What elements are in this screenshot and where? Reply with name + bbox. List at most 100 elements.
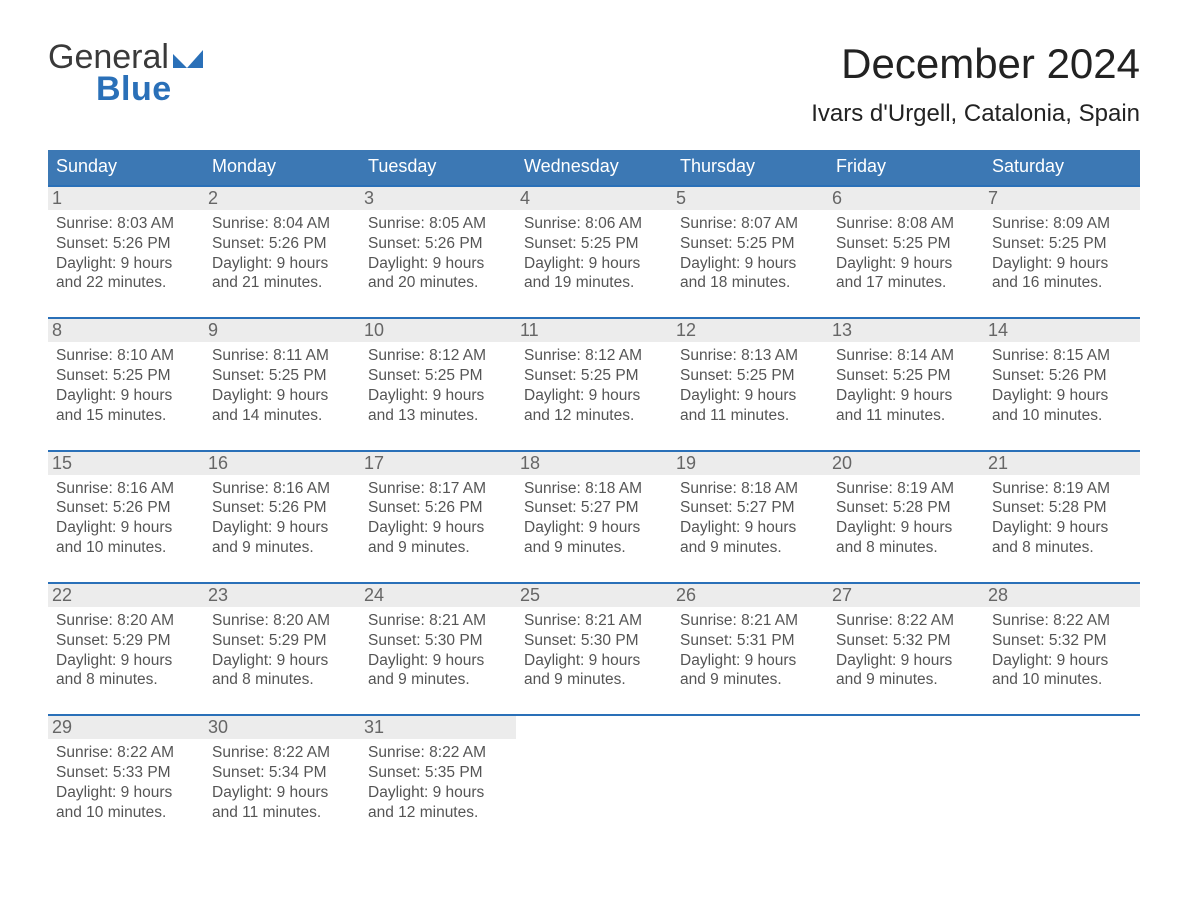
day-number: 20 (828, 452, 984, 475)
sunrise-line: Sunrise: 8:21 AM (680, 611, 822, 631)
day-details: Sunrise: 8:07 AMSunset: 5:25 PMDaylight:… (676, 214, 824, 293)
day-details: Sunrise: 8:22 AMSunset: 5:34 PMDaylight:… (208, 743, 356, 822)
day-details: Sunrise: 8:16 AMSunset: 5:26 PMDaylight:… (52, 479, 200, 558)
day-details: Sunrise: 8:05 AMSunset: 5:26 PMDaylight:… (364, 214, 512, 293)
sunrise-line: Sunrise: 8:15 AM (992, 346, 1134, 366)
sunrise-line: Sunrise: 8:22 AM (836, 611, 978, 631)
calendar-day: 25Sunrise: 8:21 AMSunset: 5:30 PMDayligh… (516, 584, 672, 690)
day-details: Sunrise: 8:14 AMSunset: 5:25 PMDaylight:… (832, 346, 980, 425)
day-details: Sunrise: 8:21 AMSunset: 5:30 PMDaylight:… (364, 611, 512, 690)
sunset-line: Sunset: 5:28 PM (992, 498, 1134, 518)
daylight-line: Daylight: 9 hours and 22 minutes. (56, 254, 198, 294)
day-number: 21 (984, 452, 1140, 475)
day-number: 9 (204, 319, 360, 342)
calendar-day: 29Sunrise: 8:22 AMSunset: 5:33 PMDayligh… (48, 716, 204, 822)
sunset-line: Sunset: 5:25 PM (524, 366, 666, 386)
sunset-line: Sunset: 5:26 PM (368, 498, 510, 518)
daylight-line: Daylight: 9 hours and 8 minutes. (212, 651, 354, 691)
daylight-line: Daylight: 9 hours and 12 minutes. (368, 783, 510, 823)
daylight-line: Daylight: 9 hours and 10 minutes. (56, 783, 198, 823)
calendar: Sunday Monday Tuesday Wednesday Thursday… (48, 150, 1140, 823)
day-number: 11 (516, 319, 672, 342)
sunset-line: Sunset: 5:25 PM (212, 366, 354, 386)
day-number: 31 (360, 716, 516, 739)
sunset-line: Sunset: 5:25 PM (836, 234, 978, 254)
day-number: 3 (360, 187, 516, 210)
calendar-day: 8Sunrise: 8:10 AMSunset: 5:25 PMDaylight… (48, 319, 204, 425)
day-number: 27 (828, 584, 984, 607)
day-number: 16 (204, 452, 360, 475)
title-block: December 2024 Ivars d'Urgell, Catalonia,… (811, 40, 1140, 128)
calendar-day: 11 Sunrise: 8:12 AMSunset: 5:25 PMDayligh… (516, 319, 672, 425)
daylight-line: Daylight: 9 hours and 13 minutes. (368, 386, 510, 426)
dow-monday: Monday (204, 150, 360, 185)
day-details: Sunrise: 8:22 AMSunset: 5:32 PMDaylight:… (988, 611, 1136, 690)
day-details: Sunrise: 8:17 AMSunset: 5:26 PMDaylight:… (364, 479, 512, 558)
daylight-line: Daylight: 9 hours and 10 minutes. (992, 386, 1134, 426)
daylight-line: Daylight: 9 hours and 10 minutes. (992, 651, 1134, 691)
day-number: 25 (516, 584, 672, 607)
calendar-day: 28 Sunrise: 8:22 AMSunset: 5:32 PMDayligh… (984, 584, 1140, 690)
sunset-line: Sunset: 5:26 PM (212, 498, 354, 518)
page: General Blue December 2024 Ivars d'Urgel… (0, 0, 1188, 863)
day-number: 18 (516, 452, 672, 475)
sunrise-line: Sunrise: 8:06 AM (524, 214, 666, 234)
daylight-line: Daylight: 9 hours and 8 minutes. (836, 518, 978, 558)
sunrise-line: Sunrise: 8:22 AM (212, 743, 354, 763)
calendar-week: 15Sunrise: 8:16 AMSunset: 5:26 PMDayligh… (48, 450, 1140, 558)
day-details: Sunrise: 8:20 AMSunset: 5:29 PMDaylight:… (52, 611, 200, 690)
sunset-line: Sunset: 5:26 PM (56, 234, 198, 254)
daylight-line: Daylight: 9 hours and 12 minutes. (524, 386, 666, 426)
calendar-day (516, 716, 672, 822)
day-number: 14 (984, 319, 1140, 342)
logo-mark-icon (173, 46, 203, 72)
calendar-day: 2Sunrise: 8:04 AMSunset: 5:26 PMDaylight… (204, 187, 360, 293)
sunrise-line: Sunrise: 8:03 AM (56, 214, 198, 234)
daylight-line: Daylight: 9 hours and 9 minutes. (680, 651, 822, 691)
daylight-line: Daylight: 9 hours and 16 minutes. (992, 254, 1134, 294)
calendar-day: 19Sunrise: 8:18 AMSunset: 5:27 PMDayligh… (672, 452, 828, 558)
day-details: Sunrise: 8:09 AMSunset: 5:25 PMDaylight:… (988, 214, 1136, 293)
daylight-line: Daylight: 9 hours and 8 minutes. (992, 518, 1134, 558)
sunset-line: Sunset: 5:25 PM (368, 366, 510, 386)
calendar-day: 5Sunrise: 8:07 AMSunset: 5:25 PMDaylight… (672, 187, 828, 293)
day-details: Sunrise: 8:18 AMSunset: 5:27 PMDaylight:… (676, 479, 824, 558)
calendar-week: 8Sunrise: 8:10 AMSunset: 5:25 PMDaylight… (48, 317, 1140, 425)
calendar-day (984, 716, 1140, 822)
calendar-day (828, 716, 984, 822)
calendar-day: 26Sunrise: 8:21 AMSunset: 5:31 PMDayligh… (672, 584, 828, 690)
sunset-line: Sunset: 5:30 PM (524, 631, 666, 651)
daylight-line: Daylight: 9 hours and 9 minutes. (212, 518, 354, 558)
day-details: Sunrise: 8:10 AMSunset: 5:25 PMDaylight:… (52, 346, 200, 425)
day-number: 23 (204, 584, 360, 607)
daylight-line: Daylight: 9 hours and 11 minutes. (680, 386, 822, 426)
sunset-line: Sunset: 5:26 PM (368, 234, 510, 254)
day-details: Sunrise: 8:19 AMSunset: 5:28 PMDaylight:… (988, 479, 1136, 558)
sunset-line: Sunset: 5:35 PM (368, 763, 510, 783)
dow-sunday: Sunday (48, 150, 204, 185)
daylight-line: Daylight: 9 hours and 14 minutes. (212, 386, 354, 426)
month-title: December 2024 (811, 40, 1140, 88)
sunrise-line: Sunrise: 8:19 AM (836, 479, 978, 499)
calendar-day: 22 Sunrise: 8:20 AMSunset: 5:29 PMDayligh… (48, 584, 204, 690)
daylight-line: Daylight: 9 hours and 8 minutes. (56, 651, 198, 691)
calendar-week: 22 Sunrise: 8:20 AMSunset: 5:29 PMDayligh… (48, 582, 1140, 690)
sunrise-line: Sunrise: 8:07 AM (680, 214, 822, 234)
logo-text-blue: Blue (96, 72, 172, 106)
calendar-day: 31 Sunrise: 8:22 AMSunset: 5:35 PMDayligh… (360, 716, 516, 822)
header: General Blue December 2024 Ivars d'Urgel… (48, 40, 1140, 128)
day-number: 29 (48, 716, 204, 739)
day-number: 22 (48, 584, 204, 607)
logo: General Blue (48, 40, 203, 106)
logo-text-general: General (48, 40, 169, 74)
sunrise-line: Sunrise: 8:22 AM (368, 743, 510, 763)
daylight-line: Daylight: 9 hours and 11 minutes. (836, 386, 978, 426)
sunrise-line: Sunrise: 8:12 AM (524, 346, 666, 366)
sunrise-line: Sunrise: 8:09 AM (992, 214, 1134, 234)
calendar-day: 4Sunrise: 8:06 AMSunset: 5:25 PMDaylight… (516, 187, 672, 293)
sunrise-line: Sunrise: 8:18 AM (524, 479, 666, 499)
day-number: 24 (360, 584, 516, 607)
calendar-day: 10Sunrise: 8:12 AMSunset: 5:25 PMDayligh… (360, 319, 516, 425)
day-number: 28 (984, 584, 1140, 607)
daylight-line: Daylight: 9 hours and 20 minutes. (368, 254, 510, 294)
